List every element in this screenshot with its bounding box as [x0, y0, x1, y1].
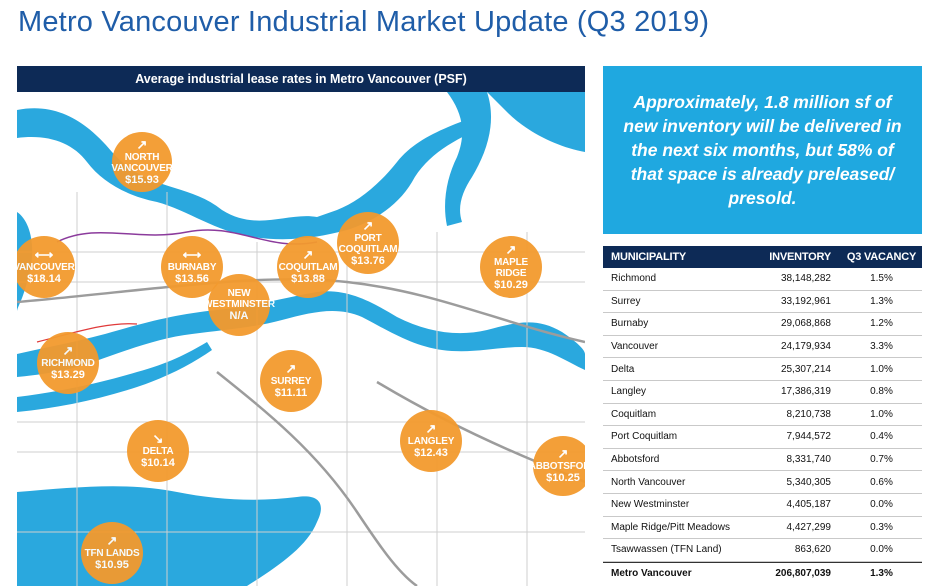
trend-arrow-icon: ↗ — [302, 247, 314, 262]
trend-arrow-icon: ↗ — [362, 217, 374, 233]
bubble-maple-ridge: ↗ MAPLE RIDGE $10.29 — [480, 236, 542, 298]
table-row: Abbotsford 8,331,740 0.7% — [603, 449, 922, 472]
page-title: Metro Vancouver Industrial Market Update… — [18, 6, 710, 38]
table-row: New Westminster 4,405,187 0.0% — [603, 494, 922, 517]
table-row: Delta 25,307,214 1.0% — [603, 358, 922, 381]
trend-arrow-icon: ↗ — [62, 343, 74, 358]
trend-arrow-icon: ↗ — [505, 241, 517, 257]
bubble-vancouver: ⟷ VANCOUVER $18.14 — [17, 236, 75, 298]
table-header: MUNICIPALITY INVENTORY Q3 VACANCY — [603, 246, 922, 268]
trend-arrow-icon: ↗ — [285, 361, 297, 376]
table-row: Richmond 38,148,282 1.5% — [603, 268, 922, 291]
header-municipality: MUNICIPALITY — [611, 251, 687, 263]
trend-arrow-icon: ↗ — [136, 136, 148, 152]
bubble-new-westminster: NEW WESTMINSTER N/A — [203, 274, 275, 336]
trend-arrow-icon: ⟷ — [182, 247, 202, 262]
header-vacancy: Q3 VACANCY — [846, 251, 917, 263]
bubble-port-coquitlam: ↗ PORT COQUITLAM $13.76 — [337, 212, 399, 274]
bubble-tfn-lands: ↗ TFN LANDS $10.95 — [81, 522, 143, 584]
table-total-row: Metro Vancouver 206,807,039 1.3% — [603, 561, 922, 585]
bubble-richmond: ↗ RICHMOND $13.29 — [37, 332, 99, 394]
bubble-north-vancouver: ↗ NORTH VANCOUVER $15.93 — [111, 132, 173, 192]
bubble-delta: ↘ DELTA $10.14 — [127, 420, 189, 482]
trend-arrow-icon: ↗ — [557, 446, 569, 461]
trend-arrow-icon: ↗ — [425, 421, 437, 436]
table-row: Tsawwassen (TFN Land) 863,620 0.0% — [603, 539, 922, 562]
bubble-langley: ↗ LANGLEY $12.43 — [400, 410, 462, 472]
lease-rate-map: Average industrial lease rates in Metro … — [17, 66, 585, 586]
map-base — [17, 92, 585, 586]
table-row: Surrey 33,192,961 1.3% — [603, 291, 922, 314]
trend-arrow-icon: ↘ — [152, 431, 164, 446]
callout-box: Approximately, 1.8 million sf of new inv… — [603, 66, 922, 234]
table-row: Port Coquitlam 7,944,572 0.4% — [603, 426, 922, 449]
trend-arrow-icon: ↗ — [106, 533, 118, 548]
table-row: North Vancouver 5,340,305 0.6% — [603, 471, 922, 494]
bubble-surrey: ↗ SURREY $11.11 — [260, 350, 322, 412]
table-row: Burnaby 29,068,868 1.2% — [603, 313, 922, 336]
table-row: Maple Ridge/Pitt Meadows 4,427,299 0.3% — [603, 517, 922, 540]
table-row: Coquitlam 8,210,738 1.0% — [603, 404, 922, 427]
trend-arrow-icon: ⟷ — [34, 247, 54, 262]
map-header: Average industrial lease rates in Metro … — [17, 66, 585, 92]
header-inventory: INVENTORY — [769, 251, 831, 263]
table-row: Langley 17,386,319 0.8% — [603, 381, 922, 404]
bubble-coquitlam: ↗ COQUITLAM $13.88 — [277, 236, 339, 298]
bubble-abbotsford: ↗ ABBOTSFORD $10.25 — [529, 436, 585, 496]
table-row: Vancouver 24,179,934 3.3% — [603, 336, 922, 359]
inventory-table: MUNICIPALITY INVENTORY Q3 VACANCY Richmo… — [603, 246, 922, 584]
